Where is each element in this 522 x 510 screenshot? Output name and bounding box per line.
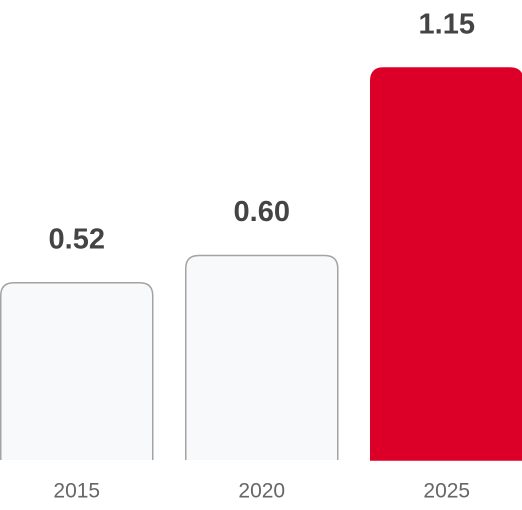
bar [185,254,339,460]
value-label: 0.52 [49,223,105,255]
x-tick-label: 2015 [53,480,100,503]
value-label: 0.60 [234,196,290,228]
bar [0,281,154,460]
bar [370,67,522,461]
x-tick-label: 2025 [423,480,470,503]
x-tick-label: 2020 [238,480,285,503]
value-label: 1.15 [419,9,475,41]
